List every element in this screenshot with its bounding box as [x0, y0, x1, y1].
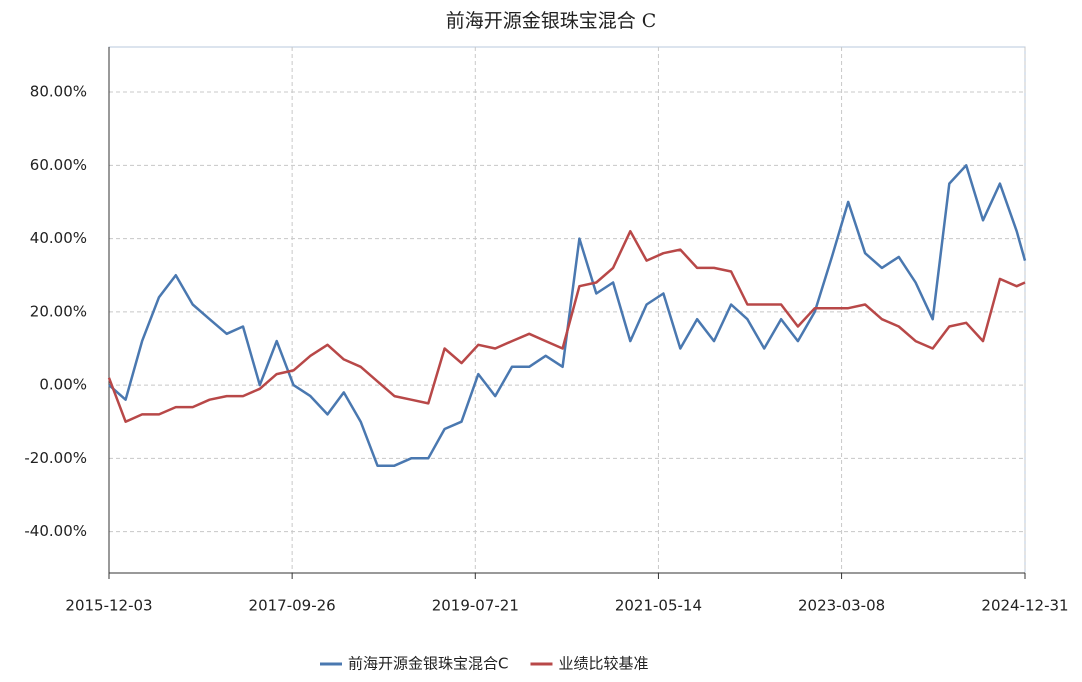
y-tick-label: 40.00% [30, 229, 87, 247]
x-tick-label: 2023-03-08 [798, 597, 885, 615]
legend-label: 业绩比较基准 [558, 655, 648, 673]
y-tick-label: 80.00% [30, 83, 87, 101]
y-tick-label: 0.00% [39, 376, 87, 394]
x-tick-label: 2017-09-26 [249, 597, 336, 615]
chart-title: 前海开源金银珠宝混合 C [446, 10, 657, 32]
y-tick-label: 60.00% [30, 156, 87, 174]
x-tick-label: 2019-07-21 [432, 597, 519, 615]
series-line [108, 164, 1027, 467]
y-tick-label: -40.00% [24, 522, 87, 540]
x-tick-label: 2021-05-14 [615, 597, 702, 615]
y-tick-label: 20.00% [30, 302, 87, 320]
plot-frame [108, 46, 1026, 574]
series-line [107, 229, 1026, 423]
y-tick-label: -20.00% [24, 449, 87, 467]
x-tick-label: 2015-12-03 [65, 597, 152, 615]
legend-label: 前海开源金银珠宝混合C [348, 655, 508, 673]
x-tick-label: 2024-12-31 [981, 597, 1068, 615]
